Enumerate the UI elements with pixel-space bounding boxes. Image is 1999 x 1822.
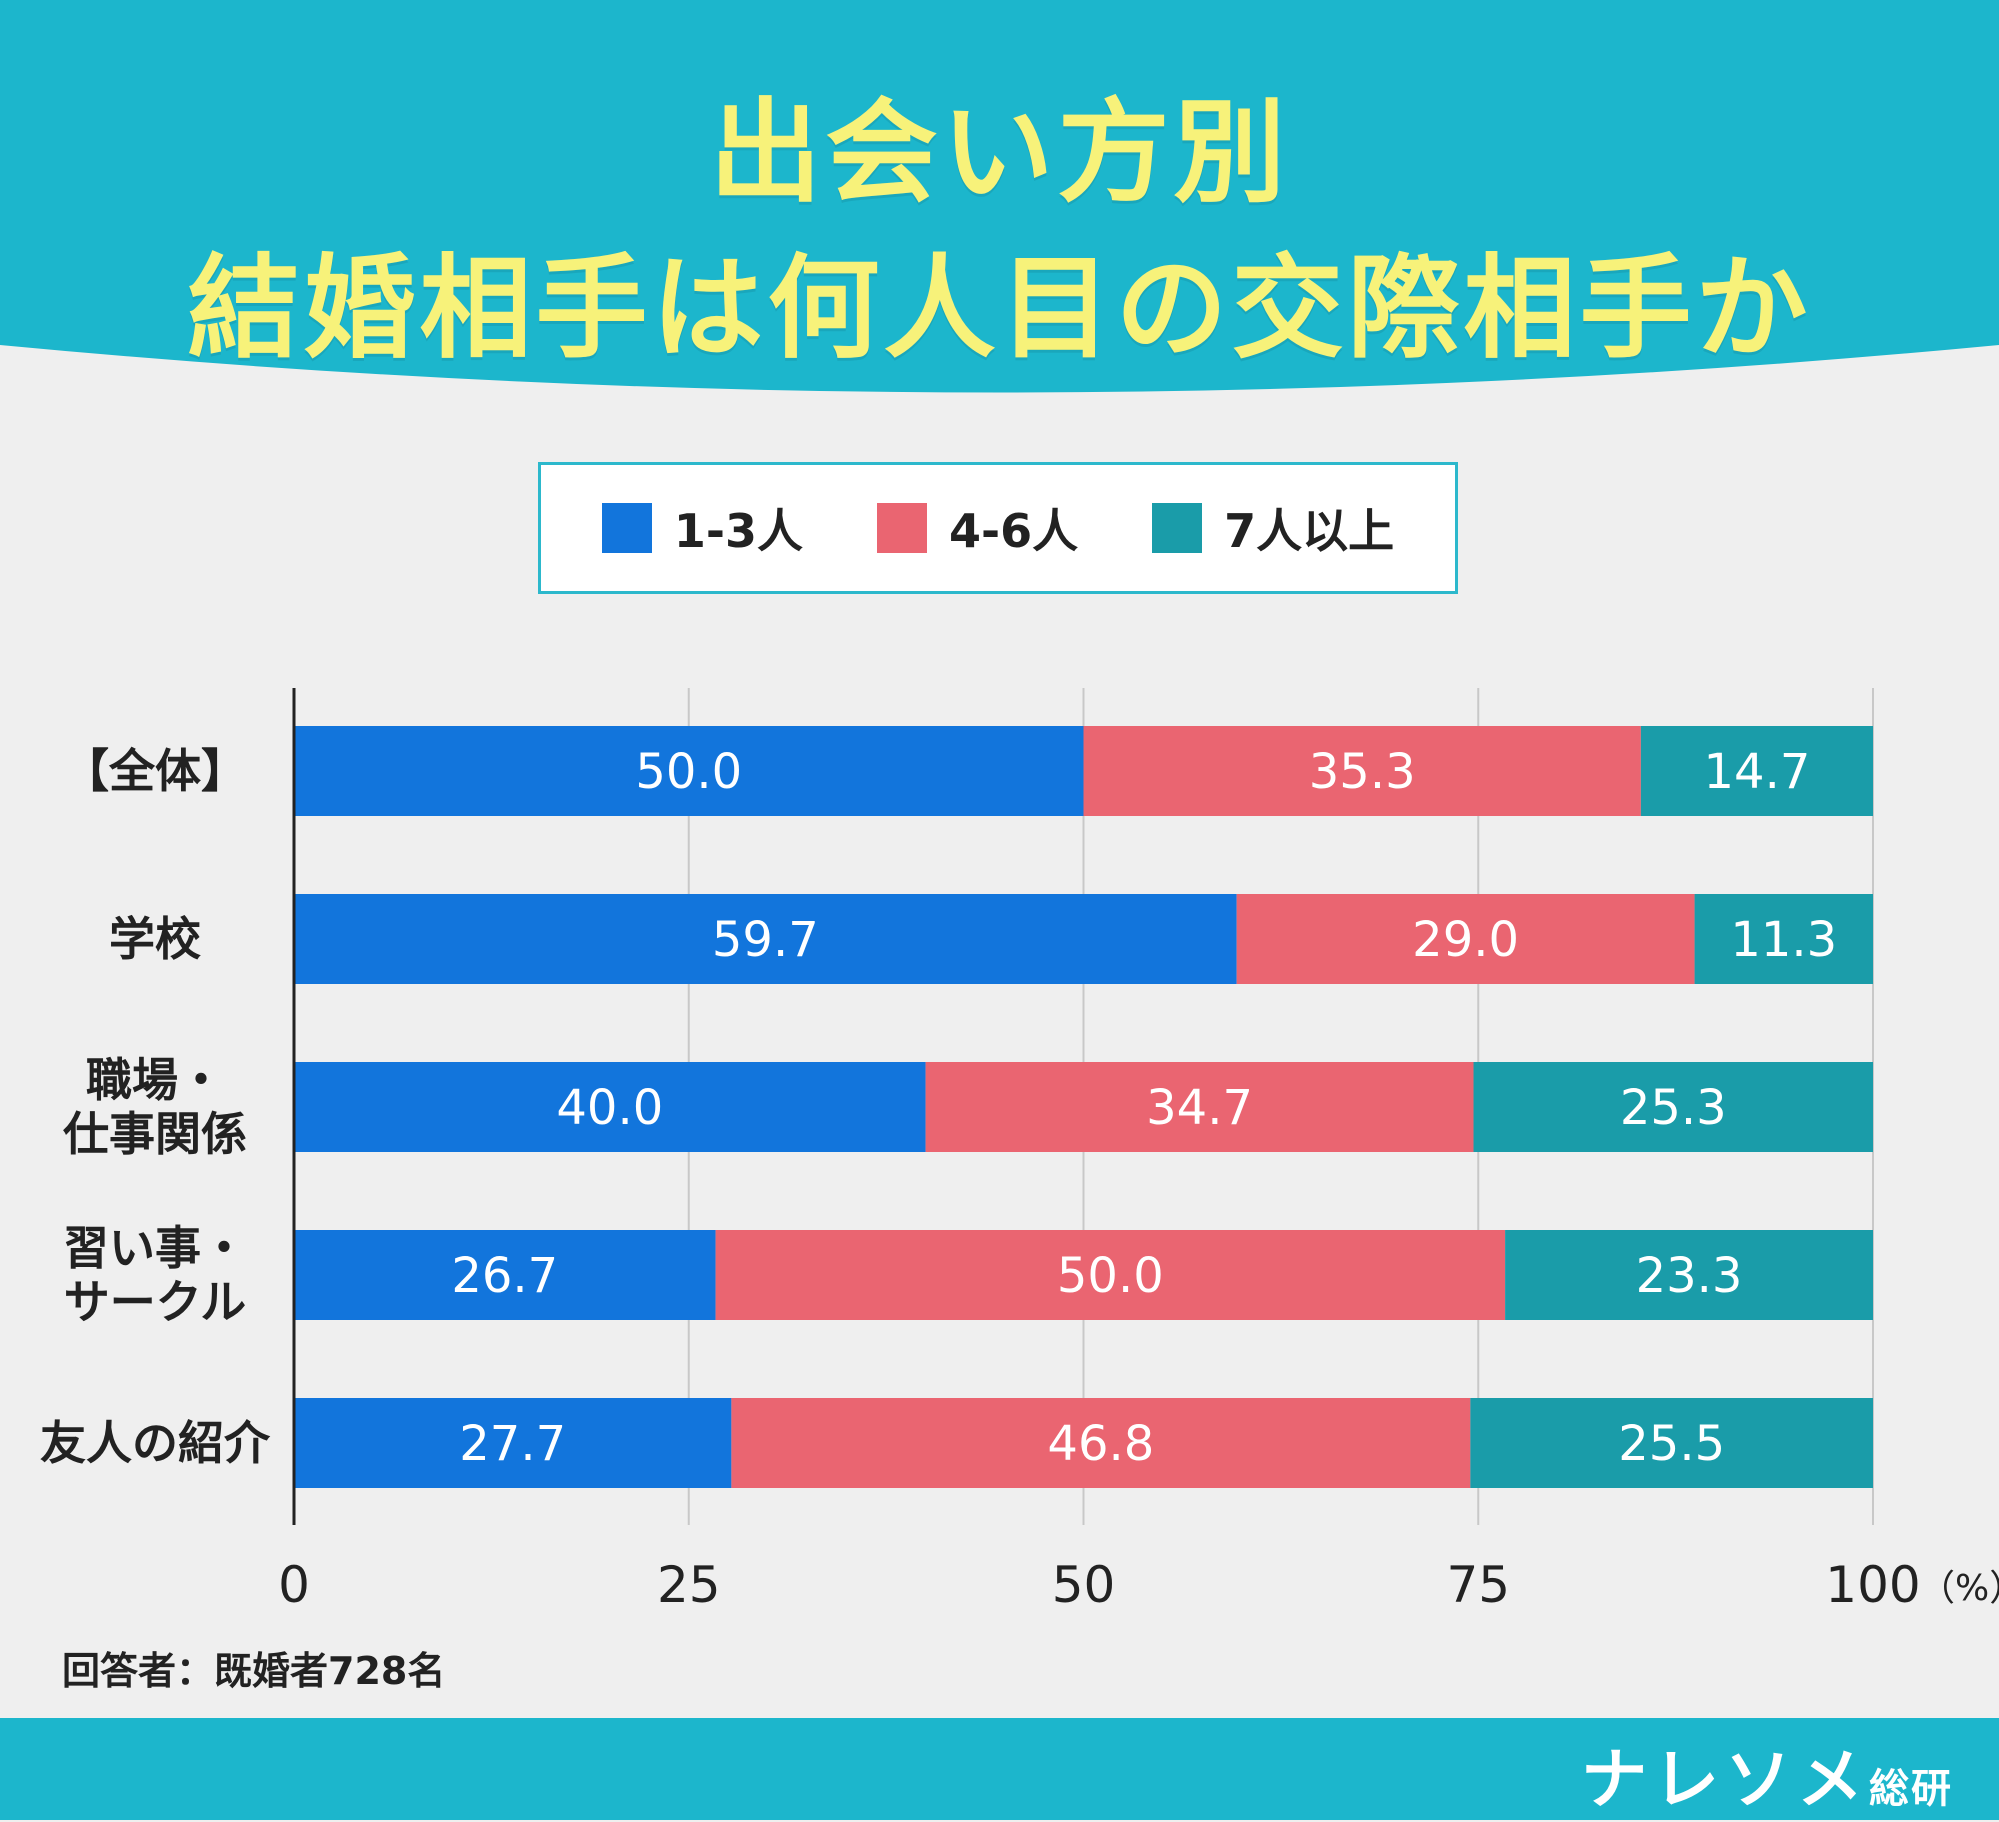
bar-2-1 xyxy=(925,1062,1474,1152)
data-label-2-0: 40.0 xyxy=(556,1080,663,1136)
category-label-2-line1: 仕事関係 xyxy=(63,1107,247,1161)
data-label-3-2: 23.3 xyxy=(1636,1248,1743,1304)
legend-label-1: 1-3人 xyxy=(673,504,803,558)
legend-swatch-2 xyxy=(876,503,927,553)
footer-bar: ナレソメ総研 xyxy=(0,1718,1999,1820)
category-label-4: 友人の紹介 xyxy=(40,1416,271,1470)
bar-0-2 xyxy=(1640,726,1873,816)
header-banner: 出会い方別 結婚相手は何人目の交際相手か xyxy=(0,0,1999,400)
bar-2-2 xyxy=(1473,1062,1873,1152)
brand-name: ナレソメ xyxy=(1581,1741,1869,1818)
data-label-1-1: 29.0 xyxy=(1412,912,1519,968)
x-tick-label-50: 50 xyxy=(1052,1556,1116,1614)
brand-logo: ナレソメ総研 xyxy=(1581,1726,1953,1822)
x-tick-label-0: 0 xyxy=(278,1556,310,1614)
bar-1-0 xyxy=(294,894,1237,984)
legend-item-3: 7人以上 xyxy=(1152,495,1394,561)
data-label-2-1: 34.7 xyxy=(1146,1080,1253,1136)
bar-3-0 xyxy=(294,1230,716,1320)
stacked-bar-chart: 50.0 35.3 14.7 【全体】 59.7 29.0 11.3 学校 40.0 34.7 25… xyxy=(40,688,1999,1614)
data-label-0-2: 14.7 xyxy=(1704,744,1811,800)
bar-4-0 xyxy=(294,1398,732,1488)
x-tick-label-75: 75 xyxy=(1446,1556,1510,1614)
x-axis-unit: （%） xyxy=(1919,1568,1999,1609)
category-label-0: 【全体】 xyxy=(63,744,247,798)
legend-swatch-3 xyxy=(1152,503,1203,553)
bar-3-2 xyxy=(1505,1230,1873,1320)
respondent-note: 回答者：既婚者728名 xyxy=(62,1649,446,1693)
chart-title-line2: 結婚相手は何人目の交際相手か xyxy=(187,244,1812,374)
chart-title-line1: 出会い方別 xyxy=(709,88,1290,218)
bar-4-1 xyxy=(731,1398,1471,1488)
bar-1-2 xyxy=(1694,894,1873,984)
category-label-3-line1: サークル xyxy=(64,1275,247,1329)
brand-sub: 総研 xyxy=(1869,1766,1953,1812)
data-label-0-0: 50.0 xyxy=(635,744,742,800)
bar-0-1 xyxy=(1083,726,1641,816)
data-label-4-1: 46.8 xyxy=(1047,1416,1154,1472)
category-label-1: 学校 xyxy=(109,912,201,966)
legend-item-1: 1-3人 xyxy=(601,495,803,561)
legend-item-2: 4-6人 xyxy=(876,495,1079,561)
data-label-2-2: 25.3 xyxy=(1620,1080,1727,1136)
bar-3-1 xyxy=(715,1230,1506,1320)
bar-4-2 xyxy=(1470,1398,1873,1488)
legend-label-3: 7人以上 xyxy=(1224,504,1395,558)
category-label-3-line0: 習い事・ xyxy=(63,1221,247,1275)
data-label-3-0: 26.7 xyxy=(451,1248,558,1304)
bar-1-1 xyxy=(1236,894,1695,984)
x-tick-label-25: 25 xyxy=(657,1556,721,1614)
data-label-4-2: 25.5 xyxy=(1618,1416,1725,1472)
data-label-4-0: 27.7 xyxy=(459,1416,566,1472)
legend-swatch-1 xyxy=(601,503,652,553)
legend-label-2: 4-6人 xyxy=(948,504,1079,558)
x-tick-label-100: 100 xyxy=(1825,1556,1920,1614)
data-label-3-1: 50.0 xyxy=(1057,1248,1164,1304)
data-label-0-1: 35.3 xyxy=(1309,744,1416,800)
header-background xyxy=(0,0,1999,393)
data-label-1-0: 59.7 xyxy=(712,912,819,968)
bar-2-0 xyxy=(294,1062,926,1152)
data-label-1-2: 11.3 xyxy=(1730,912,1837,968)
category-label-2-line0: 職場・ xyxy=(86,1053,224,1107)
legend: 1-3人 4-6人 7人以上 xyxy=(538,462,1458,594)
bar-0-0 xyxy=(294,726,1084,816)
